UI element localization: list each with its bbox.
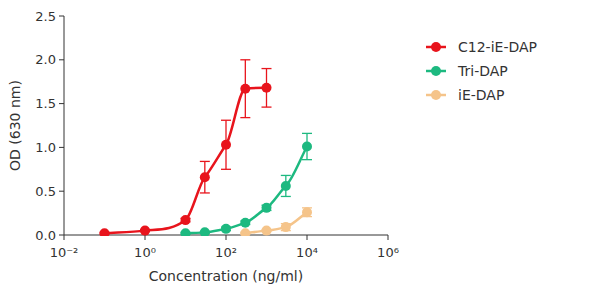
y-tick-label: 0.0 [35, 228, 56, 243]
data-point [140, 226, 150, 236]
fit-line [105, 88, 267, 233]
error-bar [302, 133, 312, 159]
y-axis-line [64, 16, 65, 235]
legend-label: Tri-DAP [457, 63, 508, 79]
legend-label: C12-iE-DAP [458, 39, 537, 55]
y-tick-label: 0.5 [35, 184, 56, 199]
x-tick-label: 10⁴ [296, 245, 318, 260]
x-tick [388, 235, 389, 240]
data-point [281, 181, 291, 191]
legend-marker [431, 42, 441, 52]
plot-area [100, 60, 313, 236]
y-tick [59, 103, 64, 104]
data-point [240, 228, 250, 236]
x-tick-label: 10² [215, 245, 237, 260]
series [240, 207, 312, 236]
y-axis-label: OD (630 nm) [7, 80, 23, 171]
data-point [200, 172, 210, 182]
error-bar [281, 175, 291, 196]
y-tick [59, 147, 64, 148]
error-bar [221, 120, 231, 169]
error-bar [240, 60, 250, 118]
data-point [200, 227, 210, 236]
x-tick [307, 235, 308, 240]
data-point [240, 84, 250, 94]
error-bar [200, 161, 210, 193]
legend-label: iE-DAP [458, 87, 504, 103]
data-point [100, 228, 110, 236]
x-tick [64, 235, 65, 240]
chart: 0.0 0.5 1.0 1.5 2.0 2.5 10⁻² 10⁰ 10² 10⁴ 10⁶ Concen… [0, 0, 600, 298]
error-bar [302, 208, 312, 217]
y-tick-label: 2.0 [35, 52, 56, 67]
data-point [181, 215, 191, 225]
x-tick [226, 235, 227, 240]
y-tick [59, 235, 64, 236]
data-point [181, 228, 191, 236]
y-tick [59, 191, 64, 192]
data-point [302, 142, 312, 152]
error-bar [262, 69, 272, 108]
y-tick-label: 1.5 [35, 96, 56, 111]
x-tick [145, 235, 146, 240]
data-point [302, 207, 312, 217]
y-tick [59, 16, 64, 17]
data-point [221, 140, 231, 150]
data-point [262, 226, 272, 236]
x-tick-label: 10⁻² [50, 245, 79, 260]
data-point [240, 218, 250, 228]
fit-line [186, 147, 308, 234]
legend-marker [431, 66, 441, 76]
legend-marker [431, 90, 441, 100]
series [181, 133, 313, 236]
data-point [262, 83, 272, 93]
x-tick-label: 10⁰ [134, 245, 156, 260]
legend: C12-iE-DAP Tri-DAP iE-DAP [426, 39, 537, 103]
x-tick-label: 10⁶ [377, 245, 399, 260]
data-point [262, 203, 272, 213]
data-point [221, 224, 231, 234]
y-tick-label: 2.5 [35, 9, 56, 24]
x-axis-label: Concentration (ng/ml) [149, 268, 303, 284]
fit-line [245, 212, 307, 233]
y-tick [59, 59, 64, 60]
series [100, 60, 272, 236]
y-tick-label: 1.0 [35, 140, 56, 155]
data-point [281, 222, 291, 232]
